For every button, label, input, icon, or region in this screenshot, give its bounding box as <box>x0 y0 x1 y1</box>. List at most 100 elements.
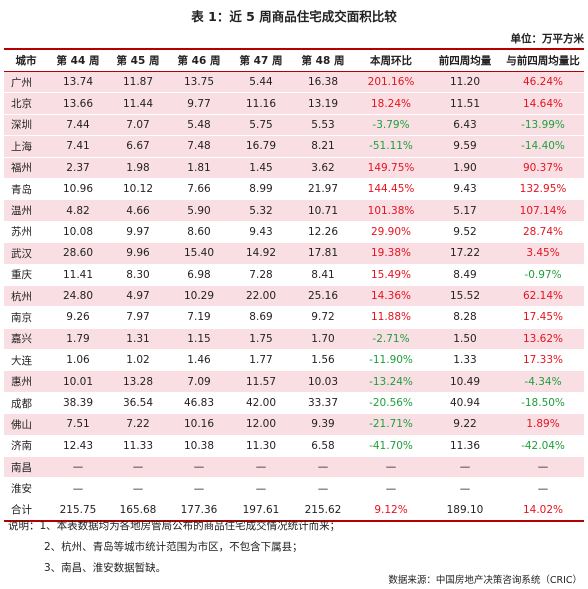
table-row: 惠州 10.01 13.28 7.09 11.57 10.03 -13.24% 10.49 -4… <box>4 370 584 393</box>
table-row: 广州 13.74 11.87 13.75 5.44 16.38 201.16% 11.20 46… <box>4 71 584 94</box>
cell-city: 南昌 <box>4 456 48 479</box>
cell-city: 佛山 <box>4 413 48 436</box>
cell-week47: 9.43 <box>230 221 292 244</box>
cell-week46: 7.48 <box>168 135 230 158</box>
cell-week47: 12.00 <box>230 413 292 436</box>
cell-week44: 12.43 <box>48 435 108 458</box>
cell-week48: 10.03 <box>292 370 354 393</box>
cell-week46: 1.15 <box>168 328 230 351</box>
cell-wow: 19.38% <box>354 242 428 265</box>
cell-week44: 9.26 <box>48 306 108 329</box>
total-week48: 215.62 <box>292 498 354 522</box>
cell-avg4: 9.52 <box>428 221 502 244</box>
cell-week44: 10.01 <box>48 370 108 393</box>
cell-week48: 12.26 <box>292 221 354 244</box>
cell-wow: 201.16% <box>354 71 428 94</box>
table-title: 表 1：近 5 周商品住宅成交面积比较 <box>191 9 397 24</box>
cell-city: 北京 <box>4 92 48 115</box>
cell-week48: 10.71 <box>292 199 354 222</box>
table-row: 嘉兴 1.79 1.31 1.15 1.75 1.70 -2.71% 1.50 13.62% <box>4 328 584 351</box>
cell-vs-avg: 17.45% <box>502 306 584 329</box>
table-row: 深圳 7.44 7.07 5.48 5.75 5.53 -3.79% 6.43 -13.99% <box>4 114 584 137</box>
cell-vs-avg: — <box>502 456 584 479</box>
cell-week44: 13.66 <box>48 92 108 115</box>
cell-city: 青岛 <box>4 178 48 201</box>
cell-week47: — <box>230 456 292 479</box>
total-wow: 9.12% <box>354 498 428 522</box>
cell-city: 广州 <box>4 71 48 94</box>
total-week47: 197.61 <box>230 498 292 522</box>
cell-wow: 149.75% <box>354 157 428 179</box>
cell-week45: 4.97 <box>108 285 168 308</box>
cell-vs-avg: -18.50% <box>502 392 584 415</box>
cell-week48: 9.72 <box>292 306 354 329</box>
cell-wow: 101.38% <box>354 199 428 222</box>
cell-vs-avg: 62.14% <box>502 285 584 308</box>
note-2: 2、杭州、青岛等城市统计范围为市区，不包含下属县； <box>44 541 303 553</box>
cell-vs-avg: 46.24% <box>502 71 584 94</box>
cell-avg4: 11.20 <box>428 71 502 94</box>
table-row: 济南 12.43 11.33 10.38 11.30 6.58 -41.70% 11.36 -4… <box>4 435 584 458</box>
cell-week45: 1.31 <box>108 328 168 351</box>
cell-week45: 7.07 <box>108 114 168 137</box>
cell-week47: 11.30 <box>230 435 292 458</box>
cell-week47: 14.92 <box>230 242 292 265</box>
cell-wow: 144.45% <box>354 178 428 201</box>
table-row: 佛山 7.51 7.22 10.16 12.00 9.39 -21.71% 9.22 1.89% <box>4 413 584 436</box>
cell-week48: 16.38 <box>292 71 354 94</box>
table-row: 杭州 24.80 4.97 10.29 22.00 25.16 14.36% 15.52 62.… <box>4 285 584 308</box>
cell-wow: -20.56% <box>354 392 428 415</box>
cell-city: 深圳 <box>4 114 48 137</box>
cell-week46: 10.38 <box>168 435 230 458</box>
cell-week45: 9.97 <box>108 221 168 244</box>
notes: 说明：1、本表数据均为各地房管局公布的商品住宅成交情况统计而来； 2、杭州、青岛… <box>8 516 340 579</box>
cell-week45: 6.67 <box>108 135 168 158</box>
total-week46: 177.36 <box>168 498 230 522</box>
cell-avg4: 6.43 <box>428 114 502 137</box>
cell-week46: 7.66 <box>168 178 230 201</box>
cell-week46: — <box>168 477 230 500</box>
note-3: 3、南昌、淮安数据暂缺。 <box>44 562 167 574</box>
table-row: 北京 13.66 11.44 9.77 11.16 13.19 18.24% 11.51 14.… <box>4 92 584 115</box>
cell-avg4: 9.43 <box>428 178 502 201</box>
cell-week44: 7.51 <box>48 413 108 436</box>
cell-week47: 1.75 <box>230 328 292 351</box>
cell-avg4: 17.22 <box>428 242 502 265</box>
table-row: 成都 38.39 36.54 46.83 42.00 33.37 -20.56% 40.94-… <box>4 392 584 415</box>
cell-week46: 10.29 <box>168 285 230 308</box>
cell-wow: 15.49% <box>354 264 428 286</box>
cell-week44: 1.06 <box>48 349 108 372</box>
cell-week45: 1.02 <box>108 349 168 372</box>
cell-week46: 15.40 <box>168 242 230 265</box>
table-row: 福州 2.37 1.98 1.81 1.45 3.62 149.75% 1.90 90.37% <box>4 157 584 179</box>
cell-avg4: 10.49 <box>428 370 502 393</box>
table-row: 大连 1.06 1.02 1.46 1.77 1.56 -11.90% 1.33 17.33% <box>4 349 584 372</box>
cell-week45: 13.28 <box>108 370 168 393</box>
header-city: 城市 <box>4 48 48 72</box>
cell-week48: 17.81 <box>292 242 354 265</box>
cell-week45: 10.12 <box>108 178 168 201</box>
header-week48: 第 48 周 <box>292 48 354 72</box>
cell-vs-avg: -13.99% <box>502 114 584 137</box>
cell-city: 武汉 <box>4 242 48 265</box>
cell-week45: 8.30 <box>108 264 168 286</box>
cell-wow: -3.79% <box>354 114 428 137</box>
cell-wow: -13.24% <box>354 370 428 393</box>
total-week45: 165.68 <box>108 498 168 522</box>
cell-vs-avg: -42.04% <box>502 435 584 458</box>
cell-week47: 7.28 <box>230 264 292 286</box>
cell-week44: 4.82 <box>48 199 108 222</box>
cell-city: 苏州 <box>4 221 48 244</box>
cell-city: 重庆 <box>4 264 48 286</box>
cell-week48: 1.56 <box>292 349 354 372</box>
header-row: 城市 第 44 周 第 45 周 第 46 周 第 47 周 第 48 周 本周… <box>4 48 584 72</box>
total-label: 合计 <box>4 498 48 522</box>
cell-avg4: 8.28 <box>428 306 502 329</box>
cell-avg4: 8.49 <box>428 264 502 286</box>
cell-avg4: 11.51 <box>428 92 502 115</box>
cell-week48: 8.21 <box>292 135 354 158</box>
cell-week44: — <box>48 456 108 479</box>
cell-avg4: 11.36 <box>428 435 502 458</box>
cell-city: 南京 <box>4 306 48 329</box>
